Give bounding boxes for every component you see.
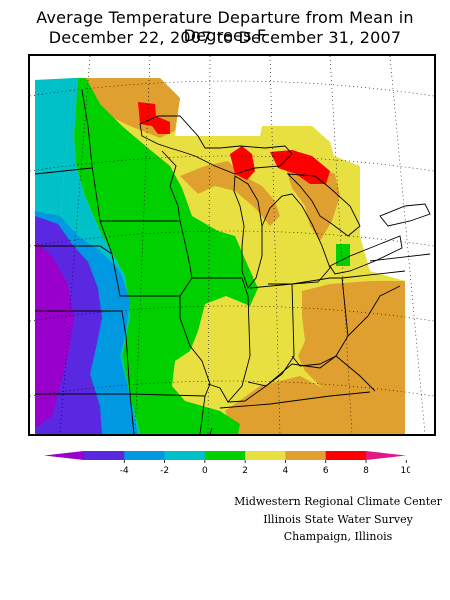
legend-swatch [124, 451, 166, 460]
legend-arrow-right [366, 451, 406, 460]
map-date-range: December 22, 2007 to December 31, 2007 [48, 28, 402, 47]
legend-tick-label: -4 [120, 466, 129, 476]
legend-tick-label: 4 [283, 466, 289, 476]
zone-green [74, 78, 258, 434]
legend-tick-labels: -4 -2 0 2 4 6 8 10 [120, 460, 410, 476]
michigan-lower-peninsula-outline [261, 193, 331, 285]
legend-tick-label: 2 [242, 466, 248, 476]
credit-organization: Midwestern Regional Climate Center [234, 495, 442, 508]
lake-huron-outline [286, 173, 361, 237]
graticule [30, 56, 434, 434]
legend-swatch [84, 451, 125, 460]
zone-red-upper-peninsula [230, 146, 255, 180]
credit-location: Champaign, Illinois [283, 530, 393, 543]
map-title: Average Temperature Departure from Mean … [36, 8, 414, 45]
credit-survey: Illinois State Water Survey [263, 513, 413, 526]
zone-orange-upper-peninsula [180, 161, 280, 226]
legend-bar [44, 451, 406, 460]
legend-tick-label: 10 [401, 466, 410, 476]
legend-tick-label: 8 [363, 466, 369, 476]
lake-superior-outline [139, 115, 293, 175]
legend-swatch [164, 451, 206, 460]
zone-orange-east [298, 281, 405, 434]
temperature-departure-map [28, 54, 436, 436]
lake-ontario-outline [379, 203, 431, 227]
legend-swatch [204, 451, 246, 460]
legend-swatch [285, 451, 327, 460]
lake-erie-outline [329, 235, 403, 275]
zone-green-lake-erie [336, 244, 350, 266]
coastlines [139, 115, 431, 289]
lake-michigan-outline [233, 175, 263, 289]
legend-tick-label: -2 [160, 466, 169, 476]
map-canvas [30, 56, 434, 434]
state-boundaries [34, 89, 431, 434]
legend-tick-label: 0 [202, 466, 208, 476]
zone-red-mackinac [270, 150, 330, 184]
legend-swatch [245, 451, 286, 460]
zone-purple [35, 241, 74, 428]
zone-orange-southeast [225, 376, 375, 434]
color-legend: -4 -2 0 2 4 6 8 10 [44, 451, 410, 476]
legend-arrow-left [44, 451, 84, 460]
legend-tick-label: 6 [323, 466, 329, 476]
legend-swatch [325, 451, 367, 460]
